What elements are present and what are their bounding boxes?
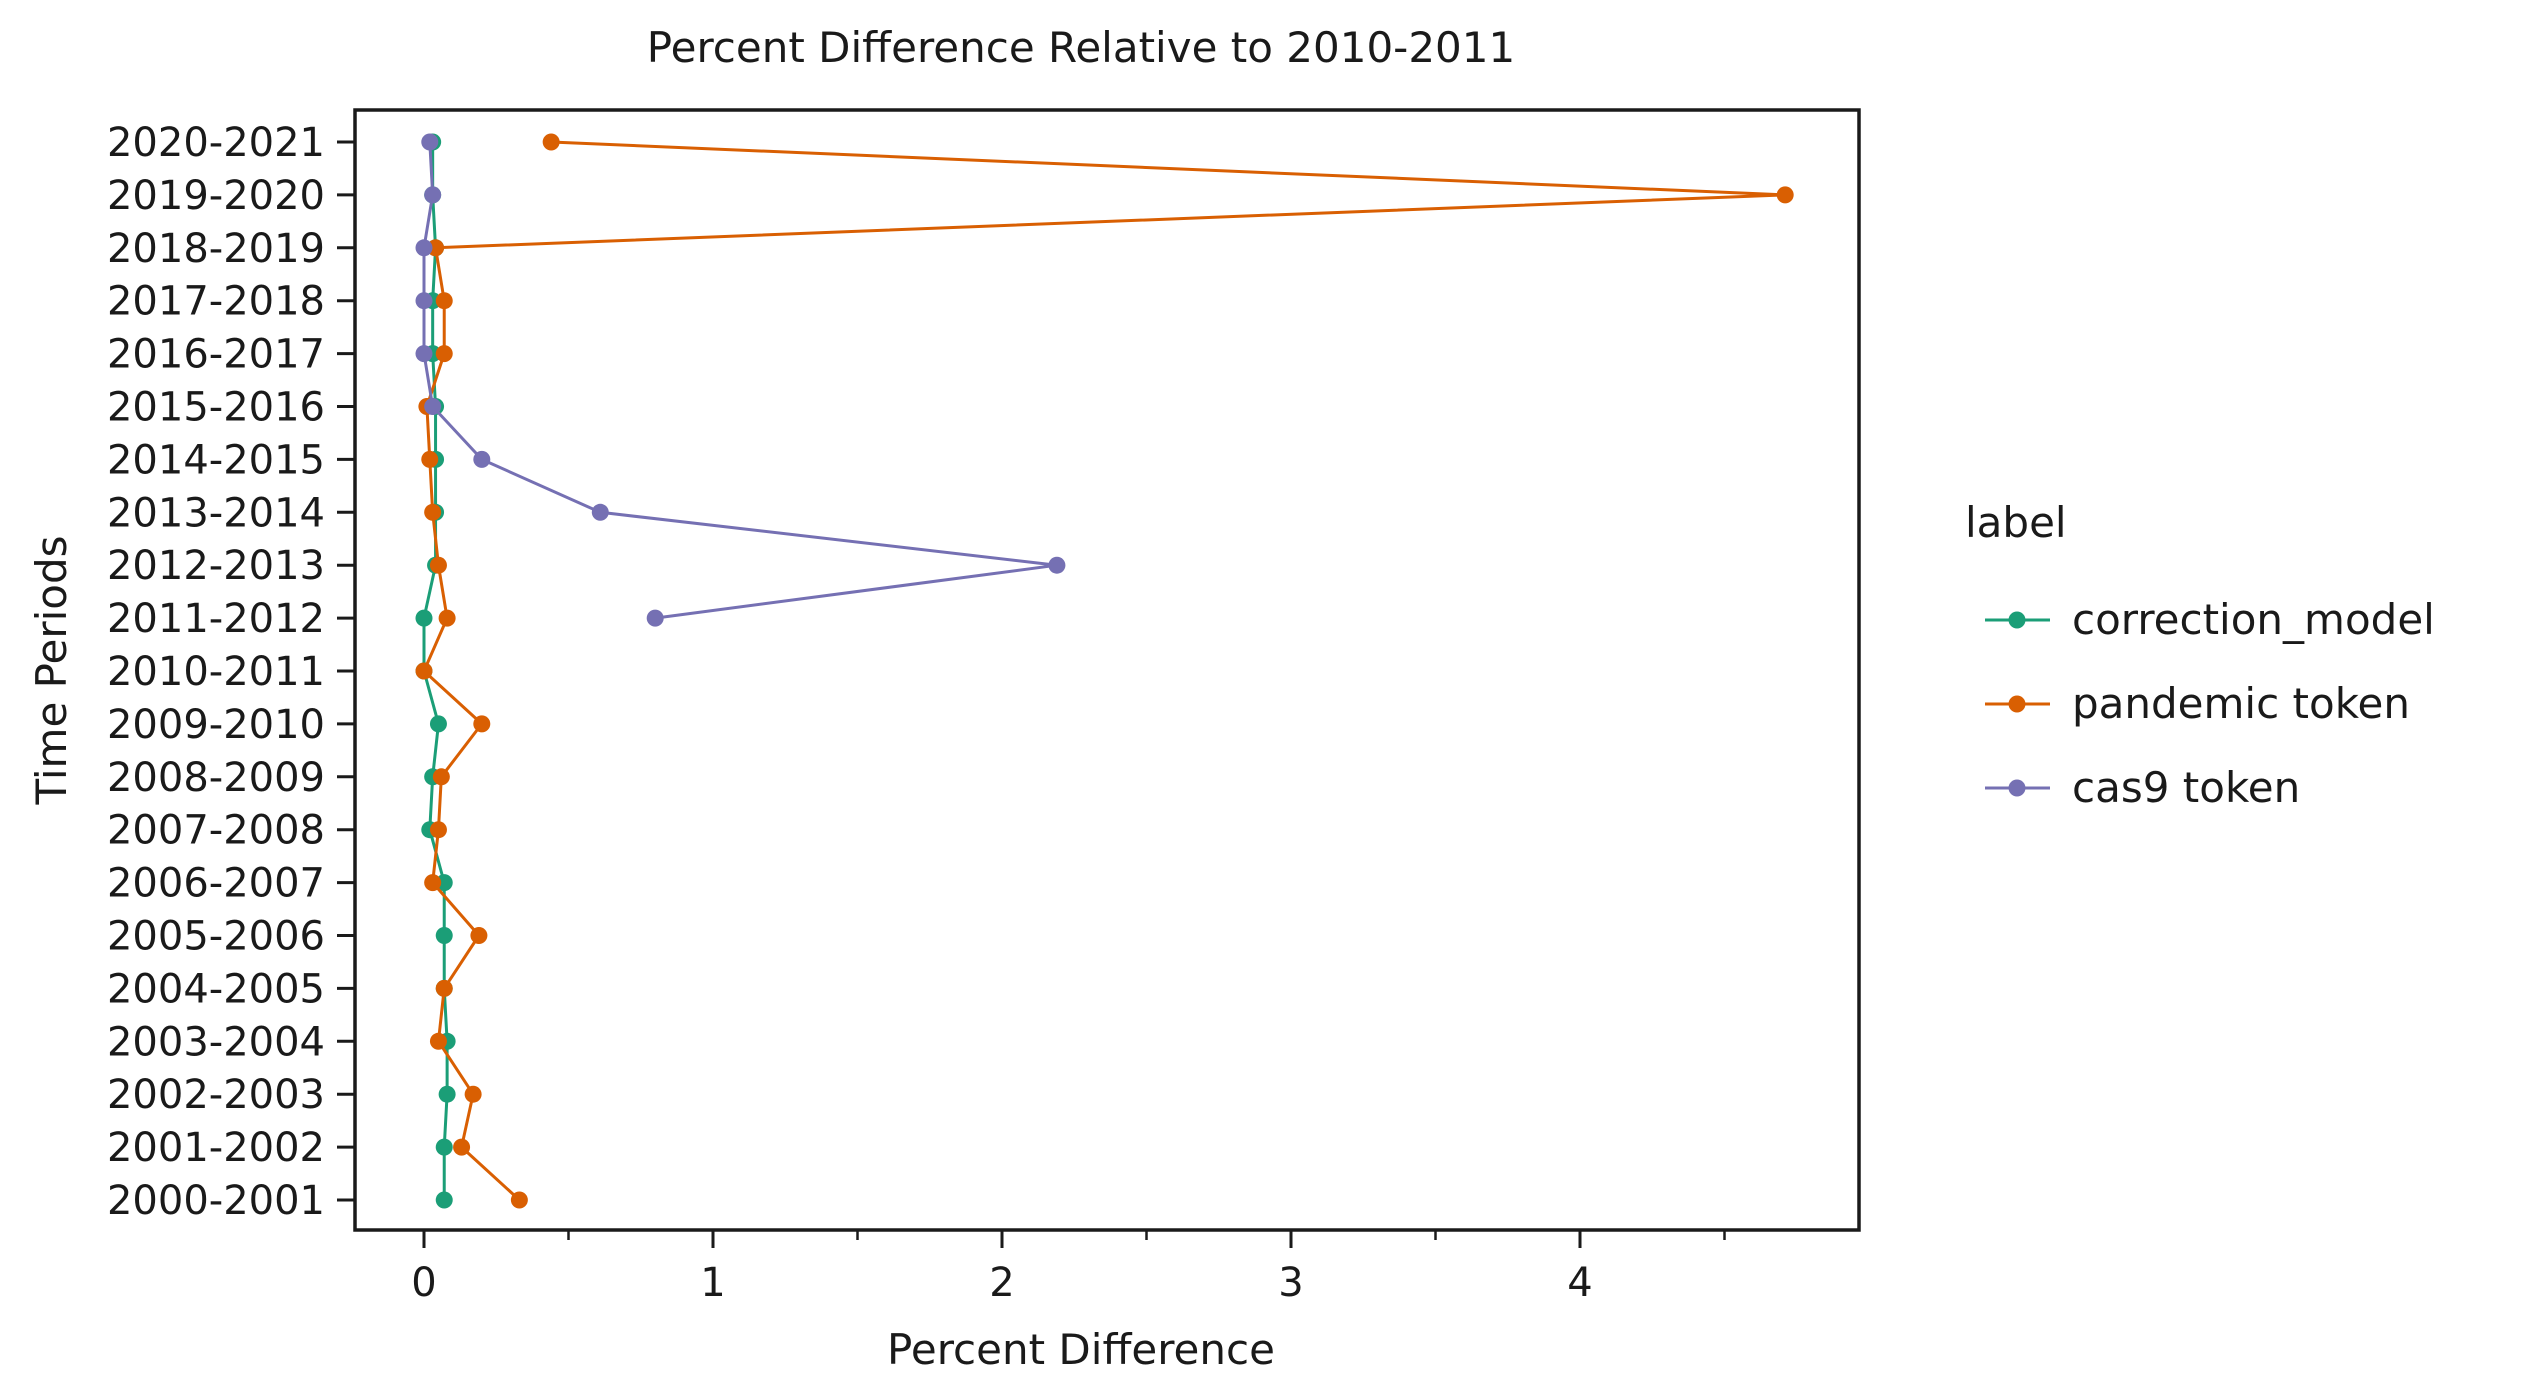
y-tick-label: 2009-2010 <box>107 702 325 748</box>
y-tick-label: 2005-2006 <box>107 914 325 960</box>
data-point-correction-model <box>415 609 433 627</box>
plot-frame <box>353 108 1861 1232</box>
legend-label: correction_model <box>2072 595 2435 644</box>
data-point-cas9-token <box>473 450 491 468</box>
legend-title: label <box>1965 498 2067 547</box>
data-point-pandemic-token <box>429 556 447 574</box>
y-tick-label: 2004-2005 <box>107 966 325 1012</box>
data-point-correction-model <box>435 1191 453 1209</box>
data-point-pandemic-token <box>464 1085 482 1103</box>
data-point-pandemic-token <box>453 1138 471 1156</box>
series-line-cas9-token <box>422 141 1059 620</box>
x-tick-label: 0 <box>411 1260 436 1306</box>
legend-label: cas9 token <box>2072 763 2300 812</box>
legend-label: pandemic token <box>2072 679 2410 728</box>
y-tick-label: 2007-2008 <box>107 808 325 854</box>
data-point-cas9-token <box>424 398 442 415</box>
data-point-cas9-token <box>646 609 664 627</box>
y-tick-label: 2006-2007 <box>107 861 325 907</box>
y-tick-label: 2003-2004 <box>107 1019 325 1065</box>
series-layer <box>415 133 1794 1209</box>
legend-item-cas9-token: cas9 token <box>1985 763 2300 812</box>
data-point-pandemic-token <box>435 979 453 997</box>
x-tick-label: 3 <box>1278 1260 1303 1306</box>
data-point-pandemic-token <box>542 133 560 151</box>
data-point-pandemic-token <box>438 609 456 627</box>
y-tick-label: 2002-2003 <box>107 1072 325 1118</box>
data-point-pandemic-token <box>473 715 491 733</box>
y-tick-label: 2016-2017 <box>107 332 325 378</box>
data-point-pandemic-token <box>424 503 442 521</box>
series-cas9-token <box>415 133 1066 627</box>
data-point-cas9-token <box>1048 556 1066 574</box>
y-tick-label: 2001-2002 <box>107 1125 325 1171</box>
x-axis: 0 1 2 3 4 <box>411 1230 1726 1306</box>
legend-swatch-marker <box>2008 695 2026 713</box>
legend-item-correction-model: correction_model <box>1985 595 2435 644</box>
series-pandemic-token <box>415 133 1794 1209</box>
data-point-correction-model <box>435 1138 453 1156</box>
series-line-pandemic-token <box>422 140 1787 1202</box>
legend-item-pandemic-token: pandemic token <box>1985 679 2410 728</box>
data-point-cas9-token <box>424 186 442 204</box>
y-tick-label: 2017-2018 <box>107 279 325 325</box>
y-axis: 2000-2001 2001-2002 2002-2003 2003-2004 2004… <box>107 120 355 1224</box>
x-tick-label: 2 <box>989 1260 1014 1306</box>
data-point-pandemic-token <box>435 345 453 363</box>
y-tick-label: 2012-2013 <box>107 543 325 589</box>
data-point-cas9-token <box>421 133 439 151</box>
data-point-correction-model <box>435 927 453 944</box>
x-tick-label: 1 <box>700 1260 725 1306</box>
data-point-cas9-token <box>591 503 609 521</box>
data-point-pandemic-token <box>415 662 433 680</box>
data-point-pandemic-token <box>1776 186 1794 204</box>
y-tick-label: 2010-2011 <box>107 649 325 695</box>
legend: label correction_model pandemic token cas9… <box>1965 498 2435 812</box>
y-tick-label: 2008-2009 <box>107 755 325 801</box>
x-tick-label: 4 <box>1567 1260 1592 1306</box>
data-point-correction-model <box>438 1085 456 1103</box>
data-point-correction-model <box>429 715 447 733</box>
y-tick-label: 2000-2001 <box>107 1178 325 1224</box>
data-point-pandemic-token <box>429 1032 447 1050</box>
y-tick-label: 2013-2014 <box>107 490 325 536</box>
data-point-pandemic-token <box>432 768 450 786</box>
data-point-pandemic-token <box>510 1191 528 1209</box>
y-axis-label: Time Periods <box>27 536 76 806</box>
chart-title: Percent Difference Relative to 2010-2011 <box>647 23 1515 72</box>
data-point-pandemic-token <box>429 821 447 839</box>
y-tick-label: 2015-2016 <box>107 385 325 431</box>
x-axis-label: Percent Difference <box>887 1325 1275 1374</box>
y-tick-label: 2011-2012 <box>107 596 325 642</box>
data-point-cas9-token <box>415 292 433 310</box>
data-point-pandemic-token <box>424 874 442 892</box>
data-point-cas9-token <box>415 239 433 257</box>
legend-swatch-marker <box>2008 611 2026 629</box>
data-point-pandemic-token <box>421 450 439 468</box>
data-point-pandemic-token <box>470 927 488 944</box>
y-tick-label: 2020-2021 <box>107 120 325 166</box>
y-tick-label: 2018-2019 <box>107 226 325 272</box>
data-point-cas9-token <box>415 345 433 363</box>
y-tick-label: 2019-2020 <box>107 173 325 219</box>
y-tick-label: 2014-2015 <box>107 437 325 483</box>
data-point-pandemic-token <box>435 292 453 310</box>
legend-swatch-marker <box>2008 779 2026 797</box>
